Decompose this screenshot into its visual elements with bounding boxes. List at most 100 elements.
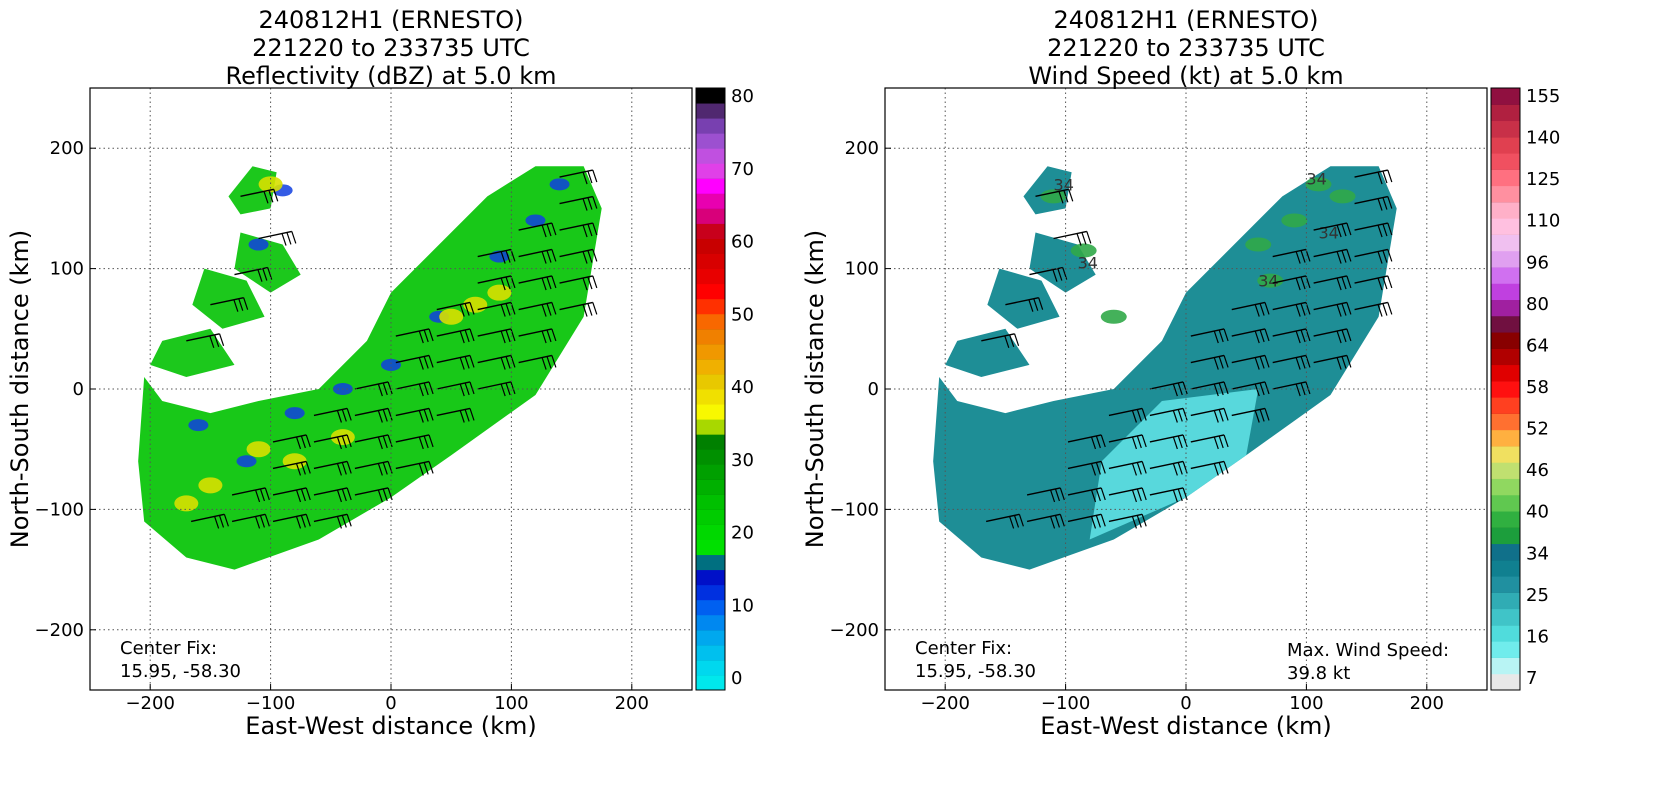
y-ticks: 200 100 0 −100 −200 [35,138,96,641]
wind-barb-flag [377,463,383,476]
wind-barb-flag [1264,408,1270,421]
wind-barb-flag [459,304,465,317]
wind-barb-flag [541,330,547,344]
y-tick-label: −100 [830,499,879,520]
wind-barb-flag [1346,275,1352,289]
wind-barb-flag [1177,382,1183,396]
wind-barb-shaft [354,381,389,390]
strong-echo [439,308,464,325]
colorbar-tick-label: 40 [731,377,754,398]
wind-barb-flag [1387,196,1393,209]
wind-barb-flag [1177,435,1183,449]
colorbar-band [1491,429,1520,447]
colorbar-band [696,268,725,285]
colorbar-band [696,253,725,270]
contour-label: 34 [1078,254,1098,273]
wind-barb-shaft [477,328,512,337]
wind-barb-flag [1336,357,1342,370]
wind-barb-flag [1305,381,1311,395]
wind-barb-flag [300,462,306,475]
wind-barb-flag [1336,277,1342,291]
wind-barb-flag [1131,436,1137,450]
wind-barb-flag [551,275,557,289]
colorbar-band [696,464,725,480]
wind-barb-flag [418,357,424,370]
wind-barb-flag [273,189,279,202]
wind-barb-shaft [518,248,553,258]
wind-barb-shaft [231,487,266,496]
wind-barbs [186,169,598,529]
weak-echo [236,455,257,468]
wind-barb-flag [382,462,388,475]
wind-barb-flag [1009,516,1015,529]
wind-region [933,166,1397,570]
wind-barb-shaft [1313,222,1348,231]
high-wind-patch [1070,243,1097,258]
wind-barb-shaft [1272,248,1307,258]
colorbar-band [696,163,725,179]
y-tick-label: −200 [830,620,879,641]
wind-barb-shaft [258,230,292,240]
wind-barb-flag [238,298,244,311]
wind-barb-flag [1131,489,1137,503]
wind-barb-flag [1295,357,1301,370]
wind-barb-flag [500,304,506,317]
x-tick-label: −200 [125,693,174,714]
max-wind-label: Max. Wind Speed: [1287,640,1449,661]
colorbar-band [1491,88,1520,105]
weak-echo [248,238,269,251]
colorbar-band [1491,364,1520,382]
wind-barb-flag [1387,275,1393,289]
wind-barb-flag [1172,383,1178,397]
wind-barb-flag [541,277,547,291]
weak-echo [284,407,305,420]
wind-barb-flag [541,224,547,238]
x-tick-label: −200 [920,693,969,714]
wind-barb-flag [1377,251,1383,264]
wind-barb-flag [418,330,424,344]
wind-barb-shaft [186,333,220,342]
wind-barb-flag [1076,233,1082,246]
wind-barb-shaft [395,407,430,417]
colorbar-tick-label: 155 [1526,86,1560,107]
wind-barb-flag [1141,461,1147,474]
wind-barb-flag [1259,303,1265,316]
y-tick-label: 200 [50,138,84,159]
wind-barb-flag [219,333,225,346]
colorbar-band [1491,299,1520,317]
wind-barb-flag [1177,488,1183,502]
contour-label: 34 [1258,272,1278,291]
colorbar-band [696,449,725,465]
wind-barb-flag [1131,410,1137,423]
high-wind-patch [1257,273,1284,288]
wind-barb-flag [1213,330,1219,344]
wind-barb-flag [1300,250,1306,263]
wind-barb-flag [1100,461,1106,474]
wind-barb-shaft [395,381,430,390]
wind-barb-flag [500,251,506,264]
wind-barb-shaft [1313,248,1348,258]
wind-barb-shaft [1272,328,1307,337]
wind-barb-shaft [1149,434,1184,443]
weak-echo [549,178,570,191]
wind-barb-shaft [1190,354,1225,364]
wind-barb-flag [1264,381,1270,395]
wind-barb-flag [423,382,429,396]
colorbar-band [1491,169,1520,187]
colorbar-band [696,223,725,239]
x-axis-label: East-West distance (km) [245,712,536,740]
wind-barb-flag [1057,268,1063,281]
wind-barb-flag [1300,276,1306,290]
wind-barb-flag [1346,302,1352,315]
wind-barb-shaft [477,248,512,258]
colorbar-band [1491,462,1520,479]
wind-barb-flag [1341,250,1347,263]
wind-barb-flag [1264,355,1270,368]
y-tick-label: 200 [845,138,879,159]
wind-barb-flag [336,516,342,529]
wind-barb-flag [582,198,588,211]
wind-barb-flag [1295,330,1301,344]
wind-barb-flag [336,436,342,450]
wind-barb-flag [510,381,516,395]
